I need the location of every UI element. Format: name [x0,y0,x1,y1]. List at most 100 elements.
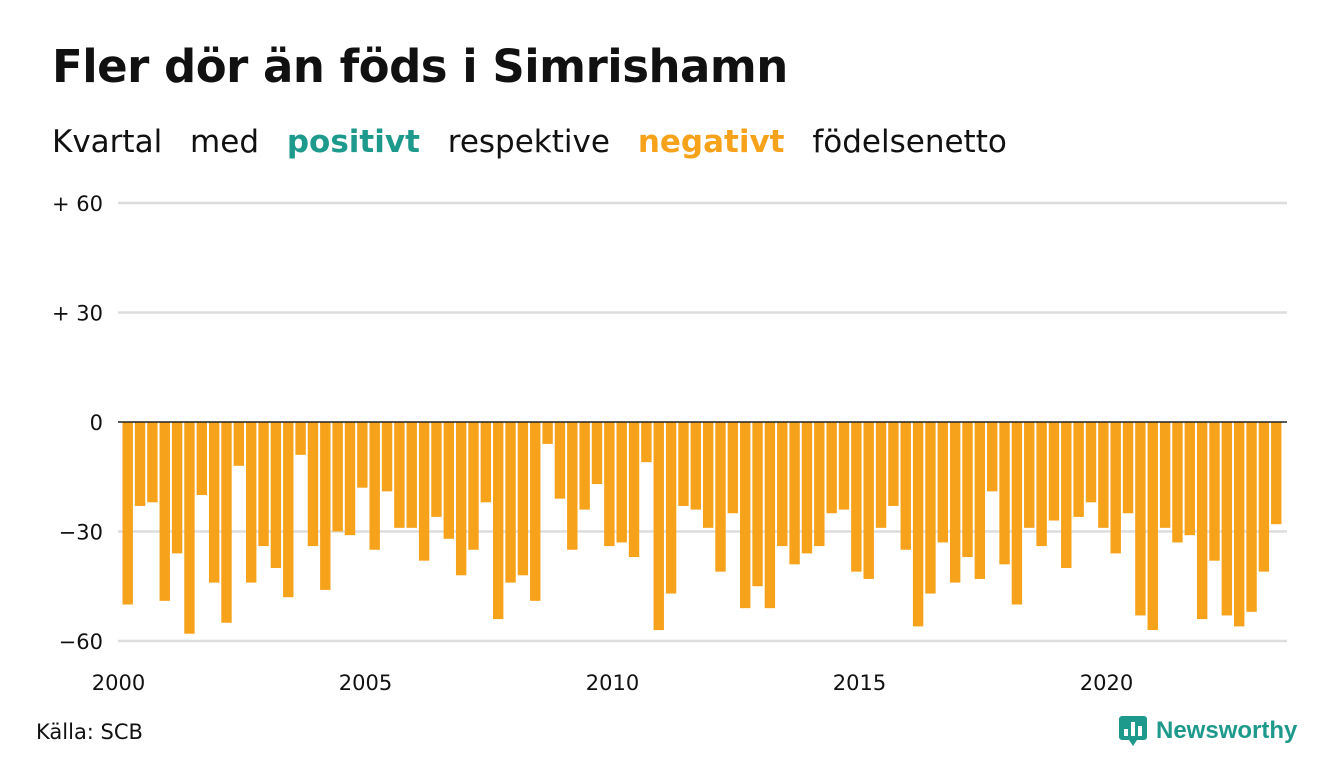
bar [542,422,553,444]
bar [1271,422,1282,525]
bar [431,422,442,517]
bar [1098,422,1109,528]
bar [777,422,788,547]
bar [665,422,677,594]
bar [653,422,664,631]
bar [505,422,516,583]
bar [406,422,417,528]
y-tick-label: + 30 [52,302,103,326]
bar [1258,422,1270,572]
y-tick-label: −60 [59,630,103,654]
x-tick-label: 2020 [1080,671,1133,695]
bar [394,422,405,528]
bar [246,422,257,583]
bar [1048,422,1060,521]
bar [962,422,973,558]
x-axis-ticks: 2000 2005 2010 2015 2020 [92,671,1133,695]
bar [208,422,220,583]
bar [418,422,430,561]
bar [1221,422,1233,616]
bar [1024,422,1035,528]
x-tick-label: 2000 [92,671,145,695]
subtitle-word: Kvartal [52,124,163,160]
bar [1061,422,1072,568]
bar [369,422,380,550]
bar [863,422,874,579]
bar [974,422,986,579]
bar [122,422,133,605]
bar [678,422,689,506]
bar [134,422,146,506]
bar [468,422,479,550]
bar [295,422,306,455]
bar [764,422,776,609]
bar [344,422,356,536]
bar [702,422,714,528]
bar [357,422,368,488]
bar [838,422,850,510]
bar [196,422,207,495]
bar [1184,422,1195,536]
x-tick-label: 2010 [586,671,639,695]
brand-name: Newsworthy [1156,717,1298,744]
bar [715,422,726,572]
bar [1036,422,1047,547]
bar [628,422,640,558]
bar [1172,422,1183,543]
bar [814,422,825,547]
bar [727,422,739,514]
y-tick-label: 0 [90,411,103,435]
bar [567,422,578,550]
brand: Newsworthy [1118,713,1297,749]
bar [1011,422,1023,605]
subtitle-word: respektive [447,124,610,160]
bar [900,422,911,550]
chart-title: Fler dör än föds i Simrishamn [52,40,788,93]
bar [616,422,627,543]
bar [184,422,195,634]
bar [937,422,948,543]
bar [925,422,936,594]
x-tick-label: 2015 [833,671,886,695]
bar [455,422,467,576]
bar [1147,422,1158,631]
newsworthy-logo-icon [1119,716,1147,746]
bar [752,422,763,587]
bar [1209,422,1220,561]
bar [604,422,615,547]
bar [443,422,454,539]
bar [690,422,701,510]
bar [579,422,590,510]
bar [826,422,837,514]
bar [987,422,998,492]
source-note: Källa: SCB [36,720,143,744]
bar [554,422,566,499]
bar [320,422,331,590]
bar [332,422,343,532]
bar [307,422,319,547]
bar [1159,422,1171,528]
bar [1073,422,1084,517]
bar [1122,422,1134,514]
bar [159,422,170,601]
bar [641,422,652,463]
x-tick-label: 2005 [339,671,392,695]
bar [171,422,183,554]
bar [875,422,887,528]
bar [517,422,529,576]
bar [789,422,800,565]
bar [949,422,961,583]
bar [591,422,603,485]
bar [258,422,269,547]
subtitle-word: födelsenetto [812,124,1007,160]
bars [122,422,1282,634]
subtitle-word: med [190,124,259,160]
bar [801,422,813,554]
y-axis-ticks: + 60 + 30 0 −30 −60 [52,192,103,654]
bar [381,422,393,492]
bar [480,422,492,503]
bar [888,422,899,506]
bar [530,422,541,601]
chart-subtitle: Kvartal med positivt respektive negativt… [52,124,1025,160]
